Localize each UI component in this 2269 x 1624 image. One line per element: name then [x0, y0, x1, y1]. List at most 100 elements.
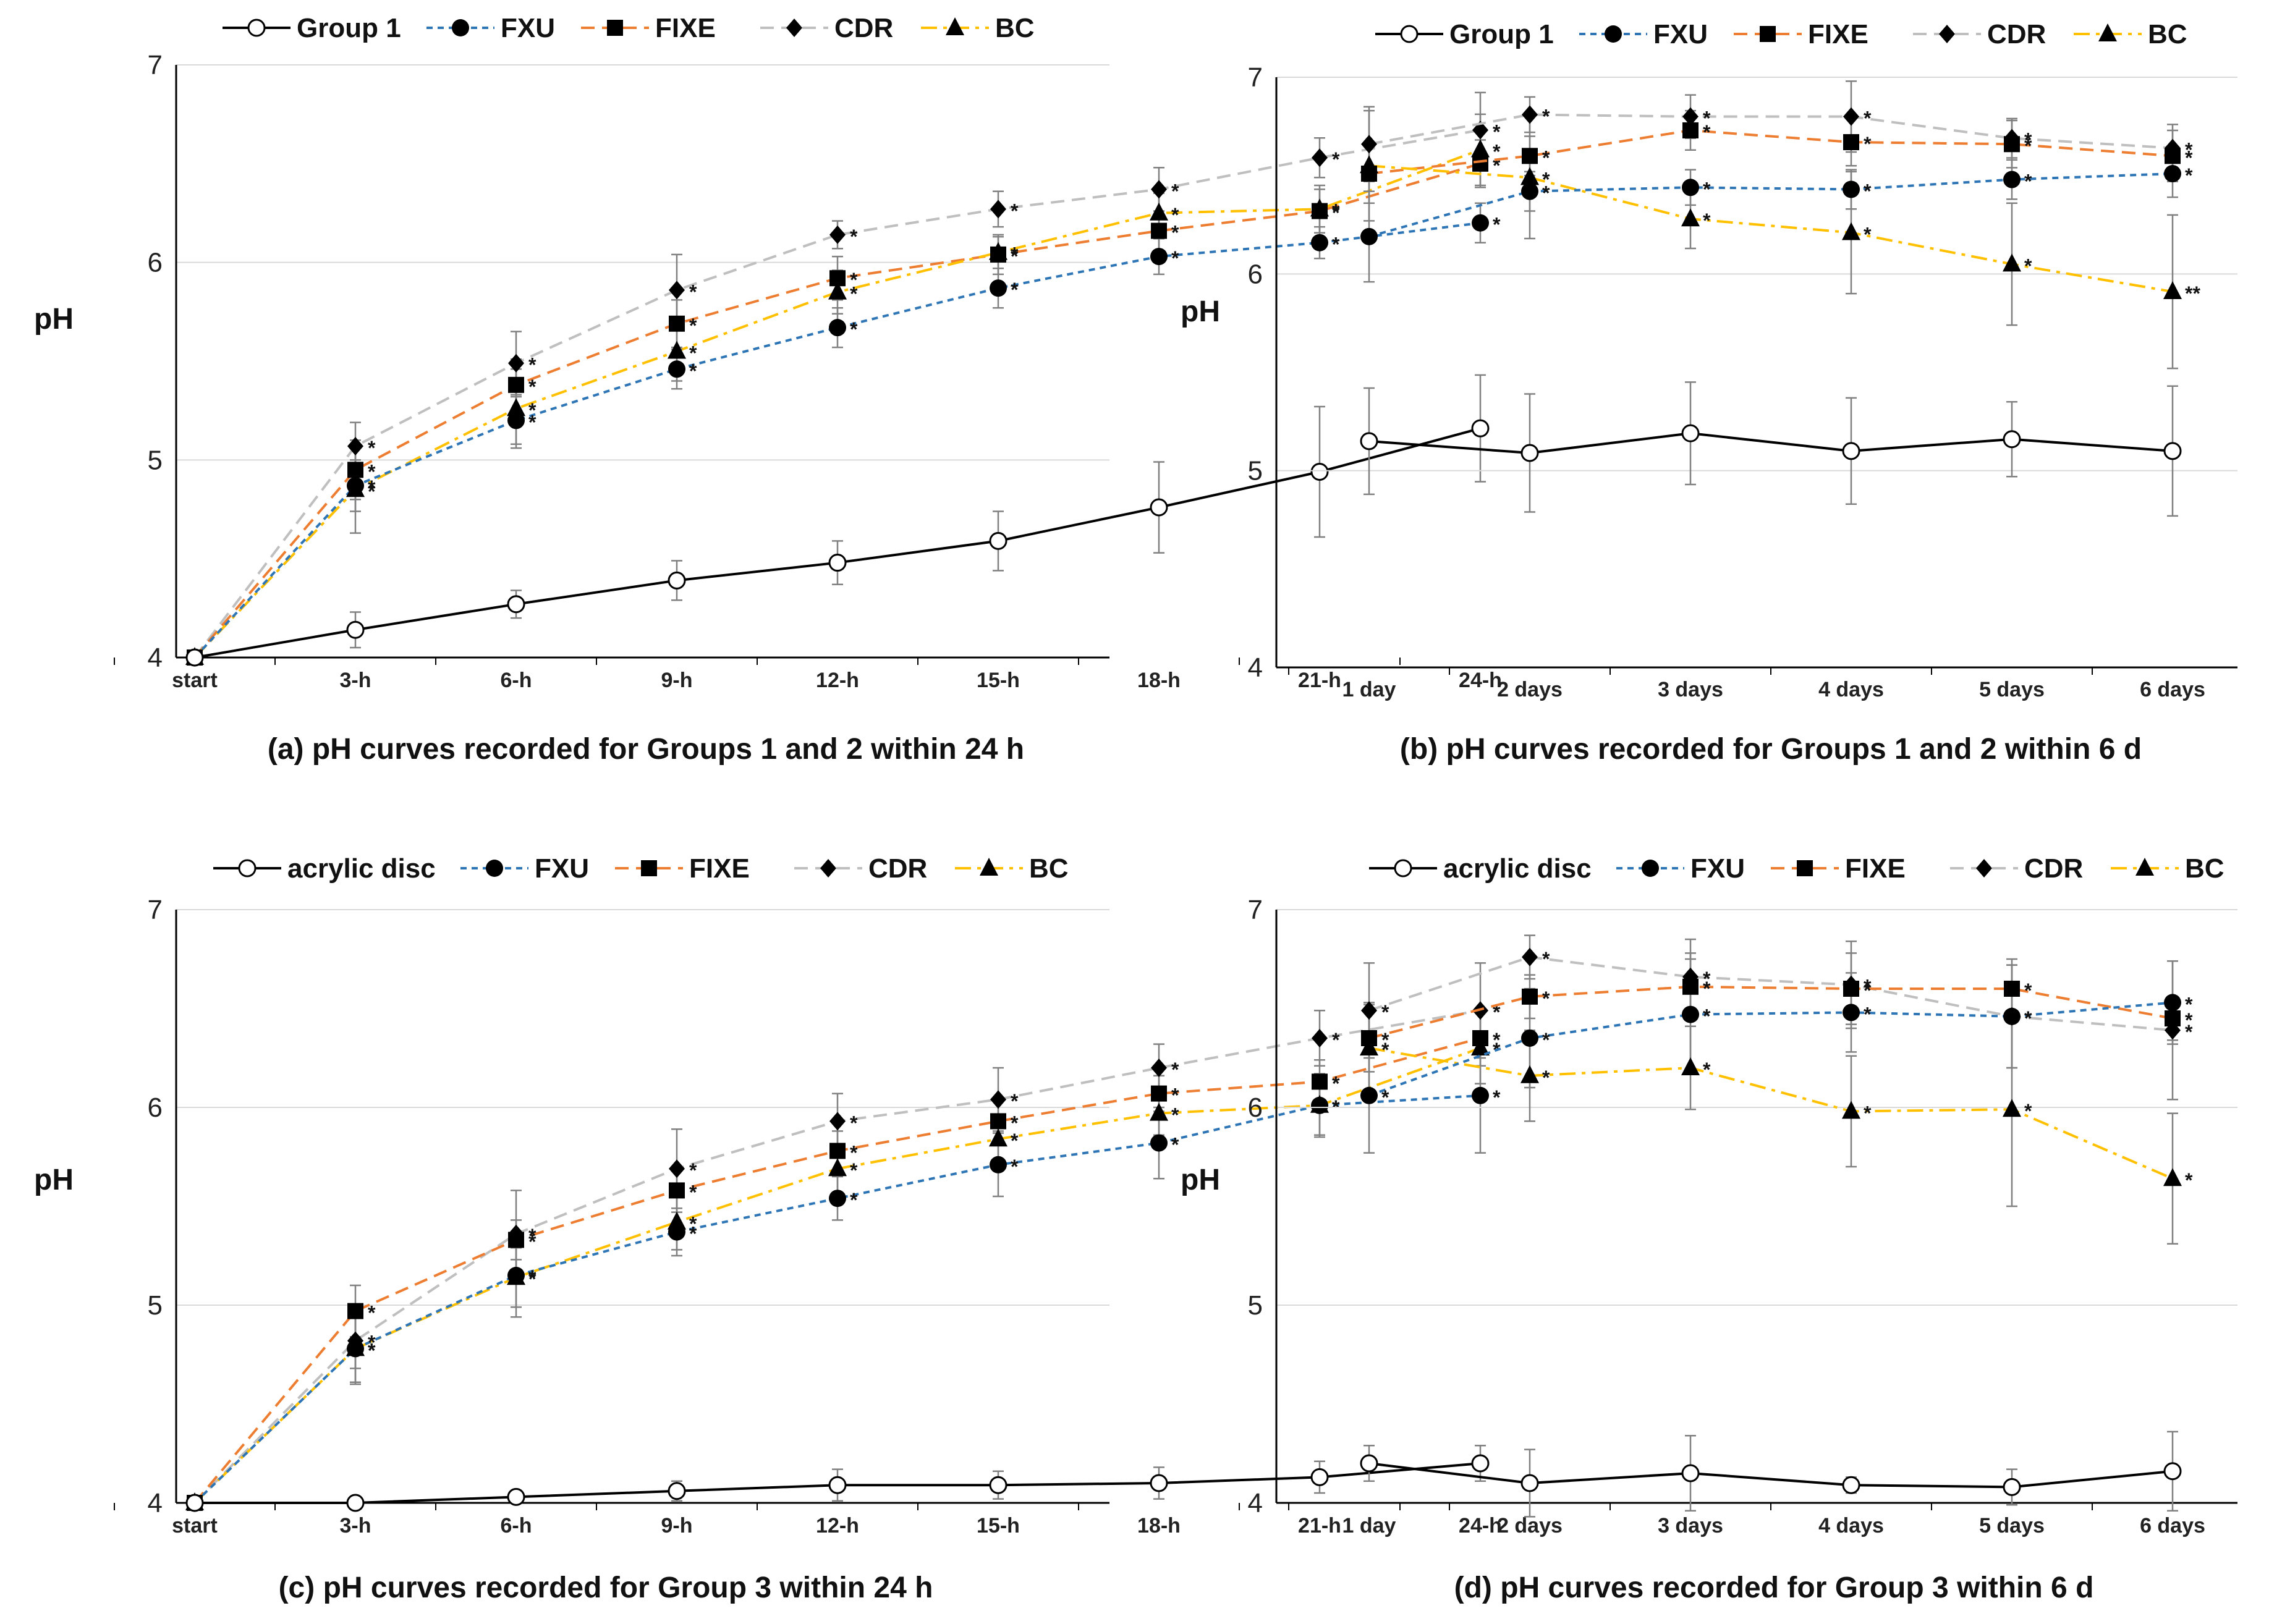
data-point-BC [507, 398, 525, 417]
significance-star: * [689, 360, 697, 382]
x-tick-label: 4 days [1818, 1514, 1884, 1537]
series-line-BC [1368, 1047, 2173, 1180]
significance-star: * [1011, 200, 1019, 222]
x-tick-label: 21-h [1298, 1514, 1341, 1537]
data-point-FIXE [669, 1182, 685, 1199]
legend-swatch-marker [1760, 26, 1776, 42]
data-point-BC [2003, 253, 2021, 272]
significance-star: * [1542, 105, 1550, 127]
series-line-FXU [193, 221, 1481, 659]
legend-swatch-marker [2098, 23, 2117, 41]
series-line-FIXE [1368, 129, 2173, 175]
data-point-BC [2163, 281, 2182, 299]
data-point-group1 [507, 595, 525, 614]
legend-swatch-marker [1605, 25, 1622, 43]
legend-item-FXU: FXU [460, 853, 589, 884]
significance-star: * [1703, 968, 1711, 990]
data-point-BC [1681, 208, 1700, 227]
series-line-FXU [1368, 1001, 2173, 1097]
significance-star: * [528, 399, 537, 421]
x-tick-label: 6-h [501, 1514, 532, 1537]
data-point-FIXE [1682, 122, 1699, 138]
data-point-group1 [989, 531, 1007, 550]
significance-star: * [2024, 1100, 2032, 1122]
data-point-FXU [1311, 1096, 1328, 1114]
significance-star: * [1542, 948, 1550, 970]
data-point-FIXE [1682, 978, 1699, 995]
data-point-CDR [1361, 135, 1377, 154]
data-point-FIXE [1312, 1073, 1328, 1090]
data-point-group1 [1520, 1474, 1539, 1492]
significance-star: * [1381, 1086, 1389, 1109]
significance-star: * [528, 1225, 537, 1247]
legend-swatch-marker [641, 860, 657, 876]
significance-star: * [1703, 108, 1711, 130]
data-point-FIXE [1472, 155, 1488, 172]
significance-star: * [1011, 1130, 1019, 1152]
x-tick-label: 3 days [1658, 678, 1723, 701]
data-point-CDR [347, 436, 363, 455]
data-point-BC [1681, 1057, 1700, 1075]
x-tick-label: 6-h [501, 669, 532, 692]
legend-swatch-marker [247, 19, 266, 37]
significance-star: * [850, 1159, 858, 1182]
data-point-FIXE [669, 315, 685, 332]
legend: Group 1 FXU FIXE CDR BC [223, 13, 1035, 43]
x-tick-label: 9-h [661, 1514, 693, 1537]
data-point-group1 [1150, 1474, 1168, 1492]
data-point-group1 [668, 1482, 686, 1500]
data-point-FXU [347, 1340, 364, 1358]
legend-item-FIXE: FIXE [581, 13, 716, 43]
significance-star: * [368, 1302, 376, 1324]
y-tick-label: 5 [1248, 1290, 1263, 1321]
legend-label: FXU [1690, 853, 1745, 884]
significance-star: * [528, 1230, 537, 1253]
significance-star: * [1171, 1085, 1179, 1107]
data-point-group1 [2003, 430, 2021, 449]
data-point-FIXE [1522, 148, 1538, 164]
data-point-group1 [1471, 419, 1490, 438]
data-point-BC [1150, 202, 1168, 221]
significance-star: * [1542, 168, 1550, 190]
legend-swatch-marker [1394, 859, 1412, 878]
x-tick-label: 6 days [2140, 678, 2205, 701]
data-point-group1 [1150, 498, 1168, 517]
significance-star: * [850, 1112, 858, 1134]
data-point-FXU [668, 360, 685, 378]
x-tick-label: 12-h [816, 669, 859, 692]
data-point-FXU [1472, 214, 1489, 232]
significance-star: * [368, 480, 376, 502]
data-point-FXU [507, 412, 525, 429]
series-line-group1 [1368, 432, 2173, 455]
significance-star: ** [2185, 282, 2200, 305]
chart-caption: (c) pH curves recorded for Group 3 withi… [279, 1571, 933, 1604]
data-point-CDR [1522, 947, 1538, 966]
data-point-FIXE [990, 1113, 1006, 1130]
significance-star: * [1171, 222, 1179, 244]
legend-swatch-marker [786, 19, 802, 37]
x-tick-label: 3 days [1658, 1514, 1723, 1537]
legend-label: acrylic disc [287, 853, 436, 884]
legend: acrylic disc FXU FIXE CDR BC [213, 853, 1069, 884]
data-point-FXU [1311, 234, 1328, 252]
significance-star: * [1011, 1156, 1019, 1178]
y-axis-label: pH [1181, 1164, 1220, 1196]
data-point-BC [1520, 167, 1539, 185]
significance-star: * [1332, 202, 1340, 224]
legend-item-group1: acrylic disc [1369, 853, 1592, 884]
data-point-FXU [507, 1267, 525, 1284]
significance-star: * [368, 1339, 376, 1361]
data-point-CDR [1361, 1001, 1377, 1020]
data-point-group1 [989, 1476, 1007, 1494]
x-tick-label: 15-h [977, 669, 1020, 692]
data-point-group1 [2163, 442, 2182, 460]
significance-star: * [2024, 255, 2032, 277]
legend-swatch-marker [2135, 858, 2154, 876]
chart-caption: (a) pH curves recorded for Groups 1 and … [268, 733, 1024, 766]
data-point-FIXE [508, 1232, 524, 1248]
significance-star: * [1703, 978, 1711, 1000]
data-point-FXU [1360, 1086, 1378, 1104]
data-point-FIXE [347, 462, 363, 478]
legend-item-FIXE: FIXE [615, 853, 750, 884]
